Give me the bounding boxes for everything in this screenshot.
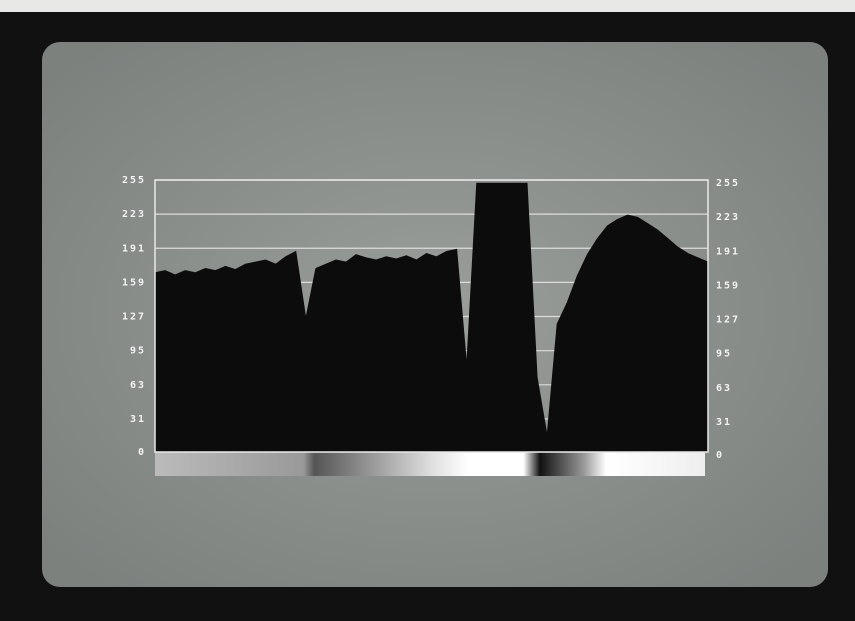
y-tick-label-right: 31 [716, 417, 732, 428]
y-tick-label: 31 [130, 414, 146, 425]
scan-strip [155, 452, 705, 476]
y-tick-label-right: 95 [716, 349, 732, 360]
y-tick-label: 127 [122, 312, 146, 323]
y-tick-label: 159 [122, 277, 146, 288]
y-tick-label-right: 223 [716, 212, 740, 223]
page: {"chart_data": {"type": "area", "categor… [0, 0, 855, 621]
y-tick-label-right: 127 [716, 315, 740, 326]
y-tick-label-right: 191 [716, 246, 740, 257]
photo-edge [0, 0, 855, 12]
chart: 0 0 31 31 63 63 95 95 127 127 159 159 191 191 223 223 25… [0, 0, 855, 621]
y-tick-label: 63 [130, 380, 146, 391]
y-tick-label-right: 0 [716, 450, 724, 461]
y-tick-label: 191 [122, 243, 146, 254]
y-tick-label-right: 255 [716, 178, 740, 189]
y-tick-label: 223 [122, 209, 146, 220]
y-tick-label: 255 [122, 175, 146, 186]
y-tick-label: 0 [138, 447, 146, 458]
y-tick-label: 95 [130, 346, 146, 357]
y-tick-label-right: 63 [716, 383, 732, 394]
y-tick-label-right: 159 [716, 280, 740, 291]
